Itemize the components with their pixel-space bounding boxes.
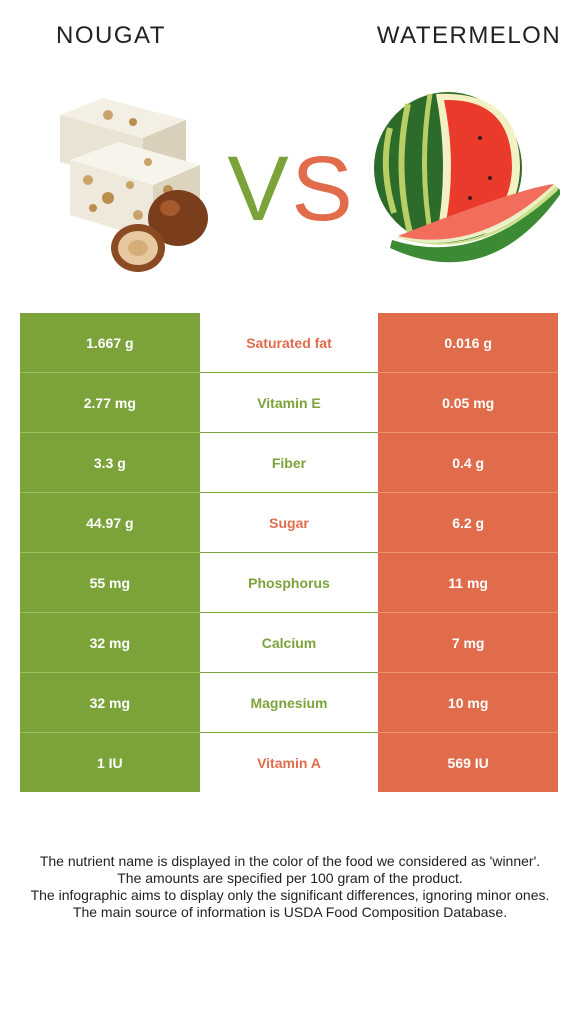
right-value-cell: 7 mg <box>378 612 558 673</box>
right-value-cell: 6.2 g <box>378 492 558 553</box>
vs-label: V S <box>222 138 358 240</box>
left-value-cell: 1.667 g <box>20 313 200 373</box>
table-row: 1 IU Vitamin A 569 IU <box>20 732 558 792</box>
nutrient-name-cell: Saturated fat <box>199 313 379 373</box>
left-food-title: NOUGAT <box>56 22 166 49</box>
nutrient-name-cell: Vitamin A <box>199 732 379 792</box>
table-row: 32 mg Calcium 7 mg <box>20 612 558 673</box>
right-value-cell: 0.016 g <box>378 313 558 373</box>
watermelon-image <box>370 88 562 288</box>
nutrient-name-cell: Magnesium <box>199 672 379 733</box>
footer-line-4: The main source of information is USDA F… <box>72 904 508 920</box>
right-value-cell: 11 mg <box>378 552 558 613</box>
right-value-cell: 569 IU <box>378 732 558 792</box>
vs-letter-s: S <box>291 140 352 230</box>
left-value-cell: 2.77 mg <box>20 372 200 433</box>
nutrient-name-cell: Sugar <box>199 492 379 553</box>
left-value-cell: 44.97 g <box>20 492 200 553</box>
nutrient-name-cell: Calcium <box>199 612 379 673</box>
footer-line-2: The amounts are specified per 100 gram o… <box>117 870 463 886</box>
left-value-cell: 1 IU <box>20 732 200 792</box>
nutrient-name-cell: Vitamin E <box>199 372 379 433</box>
left-value-cell: 55 mg <box>20 552 200 613</box>
table-row: 3.3 g Fiber 0.4 g <box>20 432 558 493</box>
table-row: 1.667 g Saturated fat 0.016 g <box>20 313 558 373</box>
footer-line-3: The infographic aims to display only the… <box>30 887 550 903</box>
nutrient-name-cell: Phosphorus <box>199 552 379 613</box>
nougat-hazelnut-image <box>48 90 218 280</box>
vs-letter-v: V <box>227 140 288 230</box>
left-value-cell: 32 mg <box>20 672 200 733</box>
left-value-cell: 3.3 g <box>20 432 200 493</box>
table-row: 2.77 mg Vitamin E 0.05 mg <box>20 372 558 433</box>
left-value-cell: 32 mg <box>20 612 200 673</box>
right-value-cell: 10 mg <box>378 672 558 733</box>
table-row: 55 mg Phosphorus 11 mg <box>20 552 558 613</box>
right-value-cell: 0.05 mg <box>378 372 558 433</box>
table-row: 44.97 g Sugar 6.2 g <box>20 492 558 553</box>
footer-notes: The nutrient name is displayed in the co… <box>20 853 560 921</box>
table-row: 32 mg Magnesium 10 mg <box>20 672 558 733</box>
right-food-title: WATERMELON <box>376 22 562 49</box>
right-value-cell: 0.4 g <box>378 432 558 493</box>
nutrient-name-cell: Fiber <box>199 432 379 493</box>
footer-line-1: The nutrient name is displayed in the co… <box>39 853 541 869</box>
comparison-table: 1.667 g Saturated fat 0.016 g 2.77 mg Vitami… <box>20 313 558 792</box>
